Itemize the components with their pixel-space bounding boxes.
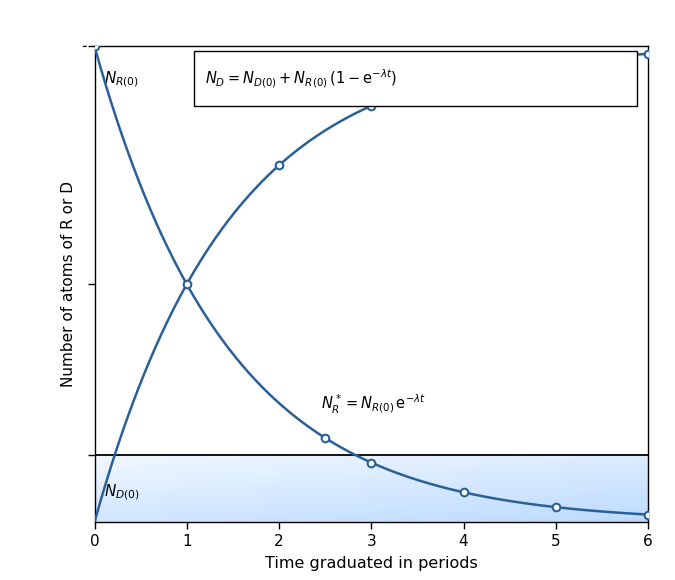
Y-axis label: Number of atoms of R or D: Number of atoms of R or D <box>61 181 76 387</box>
X-axis label: Time graduated in periods: Time graduated in periods <box>265 556 478 571</box>
Text: $N_{D(0)}$: $N_{D(0)}$ <box>104 482 140 502</box>
Text: $N_D = N_{D(0)} + N_{R(0)}\,(1-\mathrm{e}^{-\lambda t})$: $N_D = N_{D(0)} + N_{R(0)}\,(1-\mathrm{e… <box>205 67 397 90</box>
Text: $N^*_R = N_{R(0)}\,\mathrm{e}^{-\lambda t}$: $N^*_R = N_{R(0)}\,\mathrm{e}^{-\lambda … <box>321 392 426 415</box>
Text: $N_{R(0)}$: $N_{R(0)}$ <box>104 70 139 89</box>
FancyBboxPatch shape <box>194 51 637 106</box>
